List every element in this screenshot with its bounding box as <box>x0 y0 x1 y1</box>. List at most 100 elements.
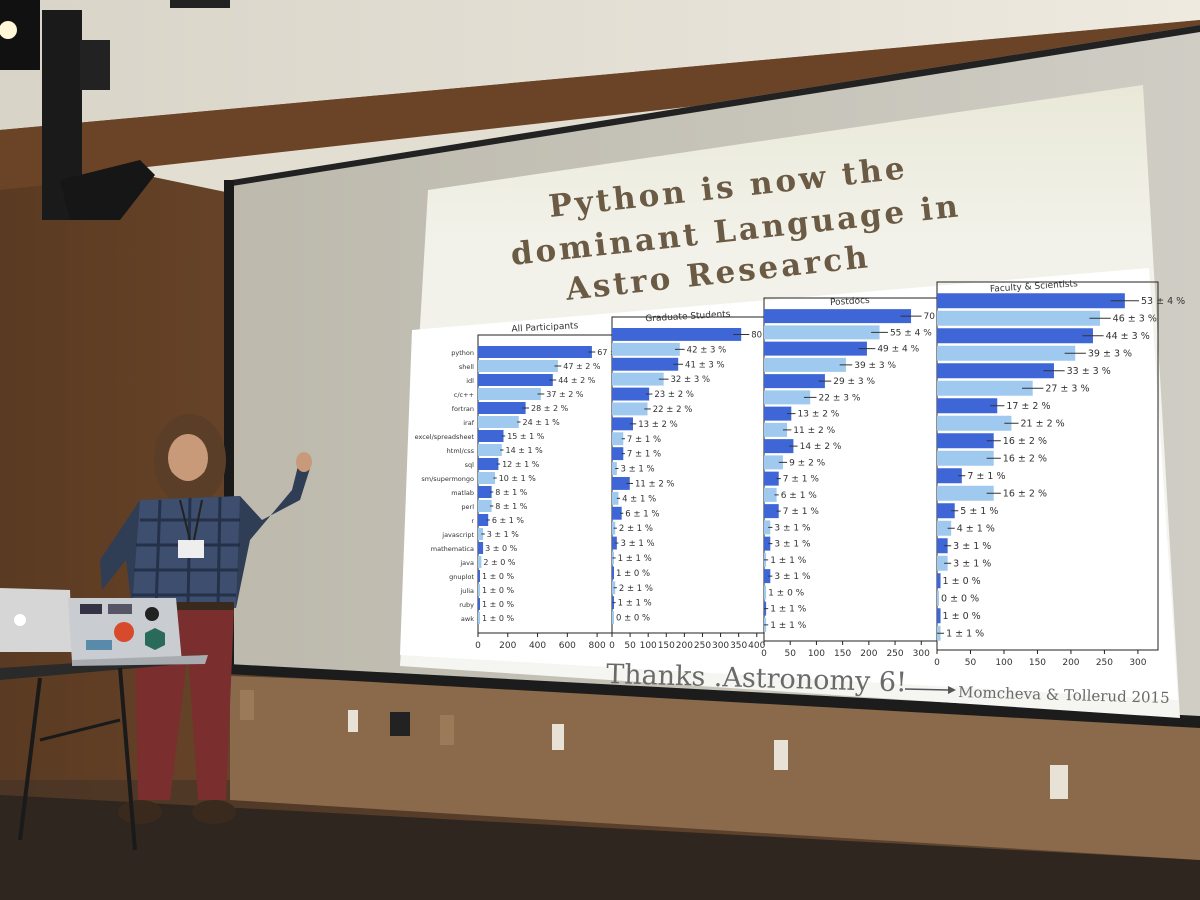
chart-data-label: 9 ± 2 % <box>789 458 826 468</box>
chart-bar <box>612 536 617 550</box>
chart-data-label: 49 ± 4 % <box>877 345 919 355</box>
chart-category-label: sql <box>465 461 475 469</box>
chart-bar <box>937 573 941 589</box>
chart-data-label: 13 ± 2 % <box>798 410 840 420</box>
chart-category-label: r <box>471 517 474 525</box>
chart-tick-label: 0 <box>761 649 767 659</box>
laptop-with-stickers <box>68 598 208 666</box>
chart-bar <box>478 430 504 442</box>
chart-category-label: html/css <box>447 447 475 455</box>
chart-data-label: 2 ± 0 % <box>483 558 516 567</box>
chart-bar <box>937 485 994 501</box>
chart-tick-label: 600 <box>559 641 576 651</box>
chart-data-label: 7 ± 1 % <box>783 507 820 517</box>
chart-data-label: 7 ± 1 % <box>967 471 1005 482</box>
chart-bar <box>764 504 779 519</box>
chart-data-label: 7 ± 1 % <box>627 435 661 445</box>
chart-bar <box>764 406 792 421</box>
chart-data-label: 11 ± 2 % <box>635 479 675 489</box>
chart-data-label: 24 ± 1 % <box>523 418 561 427</box>
chart-bar <box>937 380 1033 396</box>
chart-bar <box>612 611 614 624</box>
chart-data-label: 55 ± 4 % <box>890 328 932 338</box>
laptop-silver <box>0 588 72 652</box>
chart-tick-label: 200 <box>676 641 693 651</box>
chart-bar <box>612 387 650 401</box>
chart-data-label: 41 ± 3 % <box>685 360 725 370</box>
chart-category-label: julia <box>459 587 474 595</box>
chart-data-label: 3 ± 1 % <box>953 541 991 552</box>
chart-tick-label: 400 <box>748 641 765 651</box>
github-sticker-icon <box>145 607 159 621</box>
chart-data-label: 16 ± 2 % <box>1003 453 1047 464</box>
wall-outlet <box>552 724 564 750</box>
chart-data-label: 3 ± 1 % <box>953 558 991 569</box>
chart-bar <box>764 341 867 356</box>
chart-data-label: 6 ± 1 % <box>781 491 818 501</box>
chart-data-label: 1 ± 0 % <box>482 572 515 581</box>
chart-data-label: 3 ± 1 % <box>620 539 654 549</box>
sticker <box>145 628 165 650</box>
chart-bar <box>612 372 664 386</box>
chart-data-label: 3 ± 1 % <box>620 465 654 475</box>
chart-tick-label: 350 <box>730 641 747 651</box>
chart-data-label: 12 ± 1 % <box>502 460 540 469</box>
chart-data-label: 17 ± 2 % <box>1006 401 1050 412</box>
chart-data-label: 13 ± 2 % <box>638 420 678 430</box>
chart-category-label: javascript <box>441 531 474 539</box>
chart-category-label: mathematica <box>431 545 474 553</box>
chart-bar <box>478 528 484 540</box>
chart-bar <box>478 360 558 372</box>
chart-bar <box>612 328 742 341</box>
chart-data-label: 53 ± 4 % <box>1141 296 1185 307</box>
chart-data-label: 1 ± 1 % <box>618 554 652 564</box>
chart-category-label: awk <box>461 615 474 623</box>
chart-data-label: 6 ± 1 % <box>625 509 659 519</box>
chart-bar <box>764 520 771 535</box>
chart-bar <box>612 432 624 446</box>
chart-tick-label: 50 <box>784 649 796 659</box>
chart-data-label: 1 ± 1 % <box>770 605 807 615</box>
chart-category-label: iraf <box>463 419 474 427</box>
chart-bar <box>478 598 480 610</box>
chart-data-label: 23 ± 2 % <box>654 390 694 400</box>
chart-tick-label: 50 <box>624 641 636 651</box>
chart-bar <box>764 536 771 551</box>
chart-bar <box>612 342 680 356</box>
chart-category-label: sm/supermongo <box>421 475 474 483</box>
chart-data-label: 29 ± 3 % <box>833 377 875 387</box>
chart-bar <box>478 542 484 554</box>
chart-data-label: 0 ± 0 % <box>616 614 650 624</box>
chart-tick-label: 150 <box>658 641 675 651</box>
chart-tick-label: 400 <box>529 641 546 651</box>
chart-bar <box>937 538 948 554</box>
chart-data-label: 1 ± 0 % <box>943 611 981 622</box>
chart-data-label: 22 ± 3 % <box>819 393 861 403</box>
chart-data-label: 47 ± 2 % <box>563 362 601 371</box>
chart-bar <box>478 458 499 470</box>
chart-data-label: 22 ± 2 % <box>653 405 693 415</box>
wall-outlet <box>1050 765 1068 799</box>
chart-tick-label: 0 <box>609 641 615 651</box>
chart-bar <box>478 514 489 526</box>
chart-data-label: 3 ± 1 % <box>487 530 520 539</box>
chart-data-label: 28 ± 2 % <box>531 404 569 413</box>
chart-tick-label: 300 <box>913 649 930 659</box>
sticker <box>114 622 134 642</box>
slide-credit-text: Momcheva & Tollerud 2015 <box>958 683 1170 707</box>
chart-bar <box>478 570 480 582</box>
chart-bar <box>478 374 553 386</box>
chart-data-label: 1 ± 0 % <box>482 614 515 623</box>
chart-data-label: 6 ± 1 % <box>492 516 525 525</box>
chart-bar <box>937 415 1012 431</box>
chart-data-label: 7 ± 1 % <box>627 450 661 460</box>
chart-bar <box>937 520 952 536</box>
chart-bar <box>764 422 788 437</box>
chart-bar <box>478 486 492 498</box>
chart-bar <box>478 612 480 624</box>
chart-category-label: ruby <box>459 601 474 609</box>
chart-data-label: 15 ± 1 % <box>507 432 545 441</box>
chart-data-label: 37 ± 2 % <box>546 390 584 399</box>
chart-tick-label: 250 <box>694 641 711 651</box>
